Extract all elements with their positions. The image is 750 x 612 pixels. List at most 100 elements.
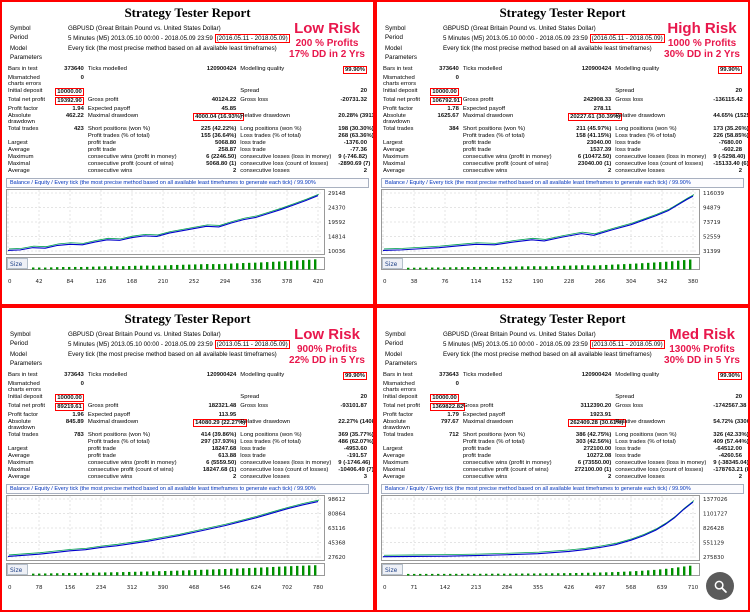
y-axis-label: 826428 bbox=[703, 526, 724, 532]
stats-row: Initial deposit 10000.00 Spread 20 bbox=[381, 87, 744, 96]
stat-label: Mismatched charts errors bbox=[8, 74, 42, 87]
stat-value: -191.57 bbox=[347, 452, 367, 459]
magnifier-icon[interactable] bbox=[706, 572, 734, 600]
stat-value: 20 bbox=[360, 87, 367, 94]
model-label: Model bbox=[385, 351, 402, 358]
stat-value bbox=[53, 459, 86, 466]
stat-value bbox=[428, 459, 461, 466]
symbol-label: Symbol bbox=[385, 331, 406, 338]
stats-row: Average consecutive wins 2 consecutive loss… bbox=[6, 167, 369, 174]
x-axis-label: 420 bbox=[313, 279, 324, 285]
x-axis-label: 142 bbox=[440, 585, 451, 591]
stats-row: Absolute drawdown 845.89 Maximal drawdown 1… bbox=[6, 418, 373, 431]
grid-lines bbox=[7, 496, 323, 560]
y-axis-label: 45368 bbox=[328, 541, 346, 547]
info-row-model: Model Every tick (the most precise metho… bbox=[383, 350, 667, 359]
stat-value: -20731.32 bbox=[340, 96, 367, 103]
stats-row: Average profit trade 10272.08 loss trade -42… bbox=[381, 452, 744, 459]
stat-label: consecutive profit (count of wins) bbox=[462, 160, 549, 167]
info-table: Symbol GBPUSD (Great Britain Pound vs. U… bbox=[8, 24, 292, 62]
stat-value: 6 (5559.50) bbox=[206, 459, 237, 466]
stat-label: Profit trades (% of total) bbox=[462, 438, 525, 445]
stat-label: consecutive loss (count of losses) bbox=[615, 160, 704, 167]
x-axis-label: 426 bbox=[564, 585, 575, 591]
highlight-box: 106792.91 bbox=[430, 96, 463, 105]
y-axis-label: 52559 bbox=[703, 235, 721, 241]
stats-row: Total net profit 19392.90 Gross profit 4012… bbox=[6, 96, 369, 105]
stats-body: Bars in test 373643 Ticks modelled 12090042… bbox=[6, 371, 373, 480]
stat-label: consecutive profit (count of wins) bbox=[462, 466, 549, 473]
stat-label: Maximum bbox=[383, 459, 409, 466]
info-table: Symbol GBPUSD (Great Britain Pound vs. U… bbox=[383, 330, 667, 368]
parameters-label: Parameters bbox=[10, 360, 42, 367]
stat-label: loss trade bbox=[240, 452, 266, 459]
stat-label: Total net profit bbox=[8, 402, 45, 409]
stats-row: Profit factor 1.78 Expected payoff 278.11 bbox=[381, 105, 744, 112]
balance-chart-svg: 29148 24370 19592 14814 10036 0 42 84 126 168 210 2… bbox=[6, 189, 346, 285]
symbol-value: GBPUSD (Great Britain Pound vs. United S… bbox=[443, 331, 596, 338]
stat-label: Maximal drawdown bbox=[87, 112, 139, 119]
stat-value: 326 (42.33%) bbox=[713, 431, 749, 438]
chart-header: Balance / Equity / Every tick (the most … bbox=[6, 178, 369, 188]
risk-annotation-line: 17% DD in 2 Yrs bbox=[289, 48, 365, 60]
stat-value bbox=[191, 74, 238, 87]
stat-value: 1923.91 bbox=[590, 411, 612, 418]
stat-value: 10000.00 bbox=[53, 87, 86, 96]
stat-value: 258.87 bbox=[218, 146, 237, 153]
y-axis-label: 73719 bbox=[703, 220, 721, 226]
stat-label bbox=[238, 411, 336, 418]
y-axis-label: 1101727 bbox=[703, 512, 728, 518]
balance-line bbox=[7, 195, 319, 251]
stat-value: 1537.39 bbox=[590, 146, 612, 153]
stat-value: 9 (-5298.40) bbox=[713, 153, 746, 160]
stats-row: Mismatched charts errors 0 bbox=[6, 74, 369, 87]
y-axis-label: 275830 bbox=[703, 555, 724, 561]
x-axis-label: 312 bbox=[127, 585, 138, 591]
stat-value: 0 bbox=[80, 74, 84, 81]
symbol-label: Symbol bbox=[385, 25, 406, 32]
stat-value: 272100.00 (1) bbox=[574, 466, 612, 473]
stats-row: Largest profit trade 23040.00 loss trade -76… bbox=[381, 139, 744, 146]
stat-value bbox=[53, 473, 86, 480]
model-value: Every tick (the most precise method base… bbox=[68, 45, 277, 52]
stats-row: Average profit trade 258.87 loss trade -77.3… bbox=[6, 146, 369, 153]
stat-label: Bars in test bbox=[383, 371, 413, 378]
stat-label bbox=[381, 132, 428, 139]
stat-label: Spread bbox=[240, 87, 260, 94]
stat-label: consecutive profit (count of wins) bbox=[87, 466, 174, 473]
x-axis-label: 152 bbox=[502, 279, 513, 285]
balance-chart-svg: 98612 80864 63116 45368 27620 0 78 156 234 312 390… bbox=[6, 495, 346, 591]
x-axis-label: 210 bbox=[158, 279, 169, 285]
stat-label: consecutive losses (loss in money) bbox=[240, 153, 332, 160]
stat-label: Loss trades (% of total) bbox=[615, 132, 676, 139]
stat-label: consecutive wins bbox=[87, 473, 133, 480]
risk-annotation-line: 900% Profits bbox=[297, 343, 358, 355]
stat-value: 242908.33 bbox=[583, 96, 612, 103]
stat-value bbox=[428, 167, 461, 174]
stat-label bbox=[86, 393, 191, 402]
stat-label: Average bbox=[8, 473, 30, 480]
stats-row: Largest profit trade 272100.00 loss trade -6… bbox=[381, 445, 744, 452]
grid-lines bbox=[382, 496, 698, 560]
stat-label: Initial deposit bbox=[8, 393, 43, 400]
stat-label: consecutive wins (profit in money) bbox=[462, 153, 552, 160]
stats-row: Maximal consecutive profit (count of wins… bbox=[6, 466, 373, 473]
stat-label: Gross loss bbox=[240, 96, 269, 103]
risk-annotation-line: Low Risk bbox=[294, 326, 360, 343]
stat-label bbox=[461, 74, 566, 87]
stat-value bbox=[336, 74, 369, 87]
x-axis-label: 0 bbox=[383, 279, 387, 285]
size-label: Size bbox=[10, 261, 23, 268]
x-axis-label: 0 bbox=[8, 279, 12, 285]
stats-row: Total net profit 89219.61 Gross profit 1823… bbox=[6, 402, 369, 411]
stats-row: Largest profit trade 5068.80 loss trade -137… bbox=[6, 139, 369, 146]
size-bars bbox=[32, 565, 317, 576]
highlight-box: 4000.04 (16.93%) bbox=[193, 112, 244, 121]
x-axis-label: 624 bbox=[251, 585, 262, 591]
stat-value bbox=[53, 438, 86, 445]
size-label: Size bbox=[385, 567, 398, 574]
info-row-model: Model Every tick (the most precise metho… bbox=[383, 44, 667, 53]
stat-value bbox=[191, 87, 238, 96]
stat-value: 120900424 bbox=[581, 371, 612, 378]
chart-header: Balance / Equity / Every tick (the most … bbox=[381, 178, 744, 188]
